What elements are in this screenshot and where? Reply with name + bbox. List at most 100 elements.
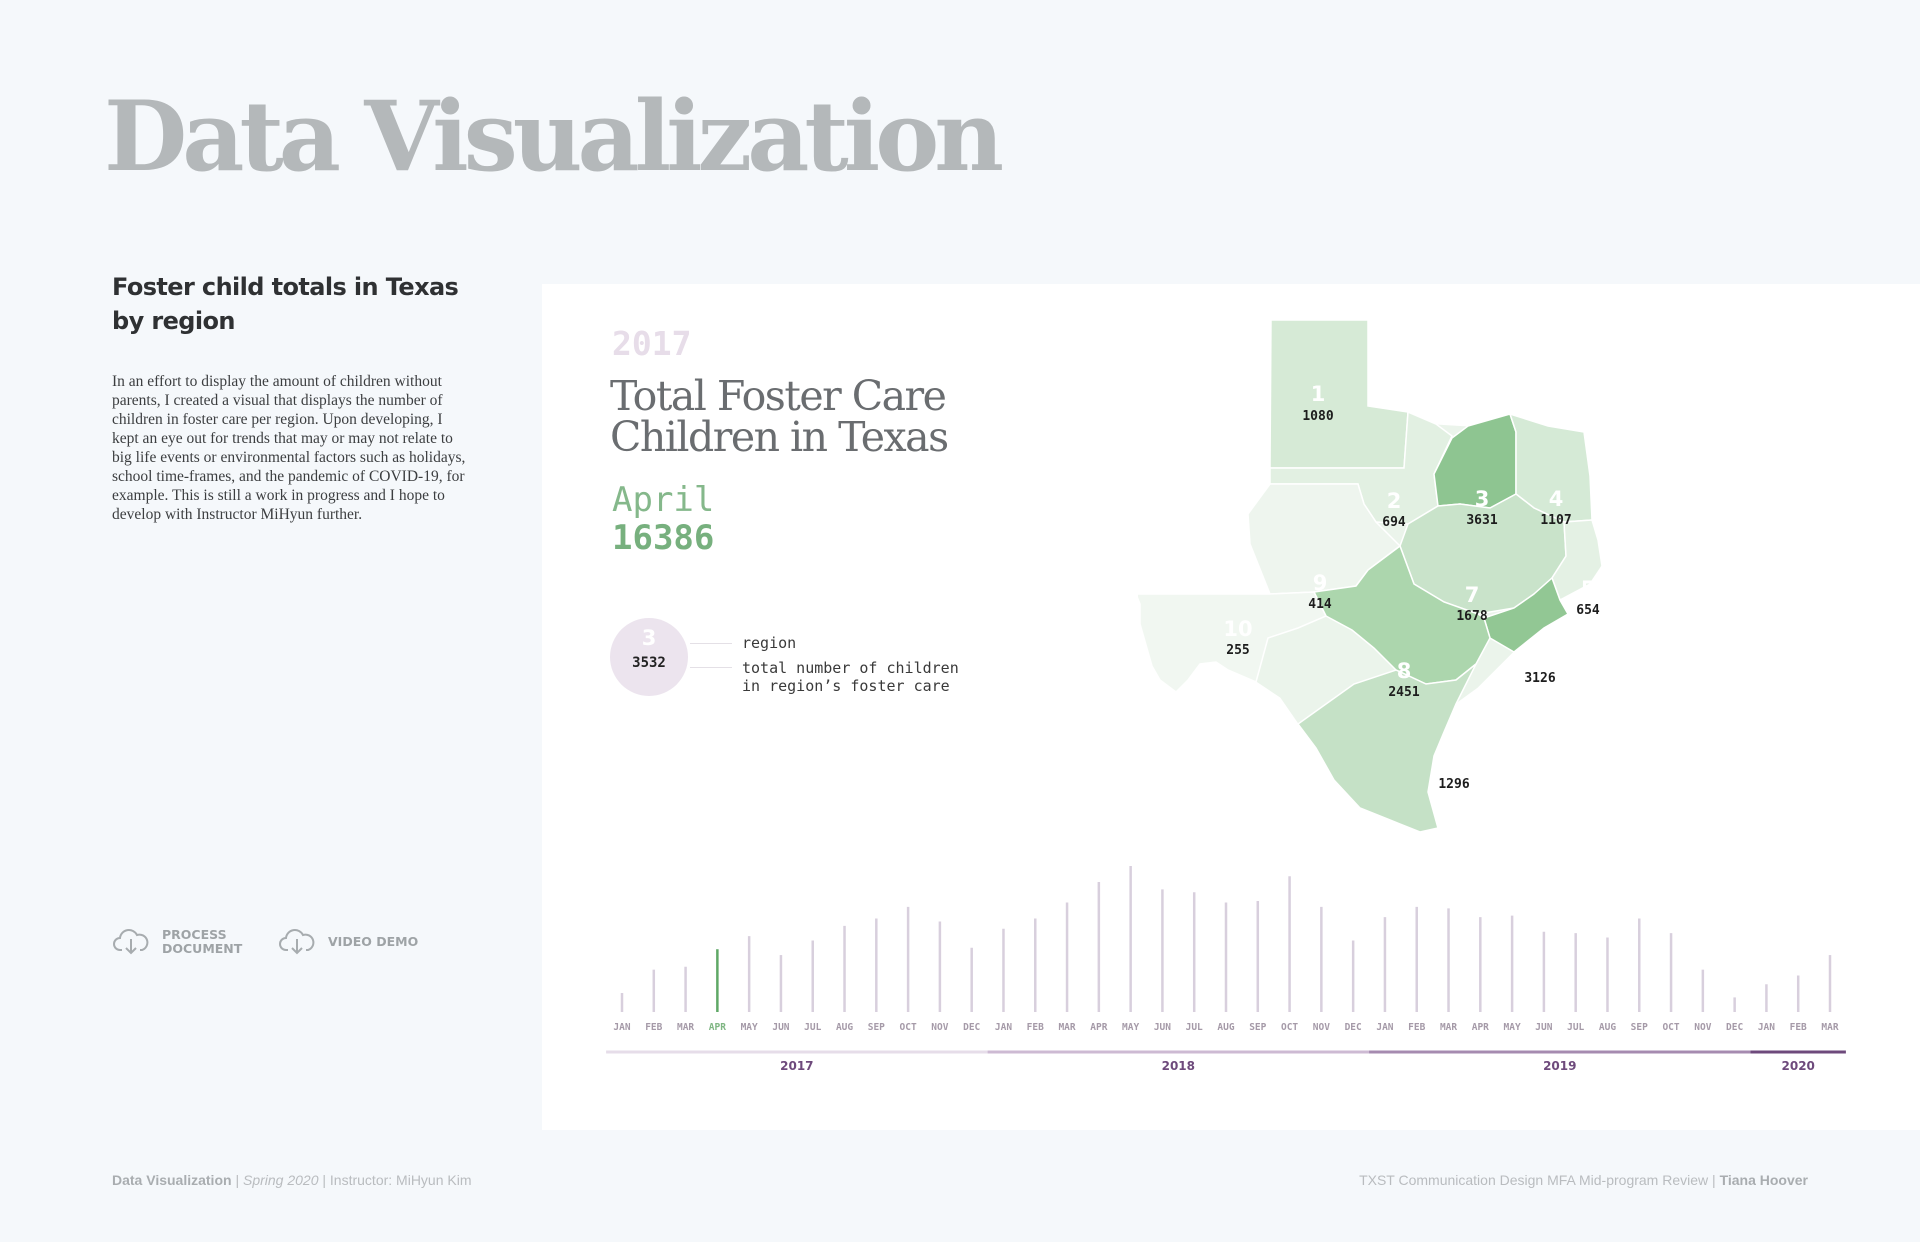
cloud-download-icon [113, 929, 149, 955]
region-4-number: 4 [1549, 487, 1564, 511]
region-8-total: 2451 [1388, 685, 1419, 700]
timeline-month-label[interactable]: JUN [1154, 1022, 1171, 1033]
timeline-year-label[interactable]: 2018 [1162, 1059, 1195, 1073]
selected-month: April [612, 480, 715, 520]
region-5-number: 5 [1581, 577, 1596, 601]
timeline-month-label[interactable]: MAR [1821, 1022, 1838, 1033]
region-1-number: 1 [1311, 382, 1326, 406]
timeline-month-label[interactable]: AUG [1599, 1022, 1616, 1033]
legend-total-label: total number of children in region’s fos… [742, 659, 959, 695]
timeline-month-label[interactable]: OCT [1662, 1022, 1679, 1033]
legend-sample-region: 3 [641, 626, 657, 650]
timeline-month-label[interactable]: JUN [772, 1022, 789, 1033]
timeline-month-label[interactable]: DEC [963, 1022, 980, 1033]
legend-region-label: region [742, 634, 797, 652]
footer-separator: | [1708, 1172, 1720, 1188]
legend-connector-total [690, 667, 732, 668]
region-9-number: 9 [1313, 571, 1328, 595]
timeline-month-label[interactable]: JUN [1535, 1022, 1552, 1033]
timeline-month-label[interactable]: SEP [868, 1022, 885, 1033]
timeline-month-label[interactable]: APR [1090, 1022, 1107, 1033]
selected-total: 16386 [612, 518, 715, 558]
visualization-card: 2017 Total Foster Care Children in Texas… [542, 284, 1920, 1130]
timeline-month-label[interactable]: SEP [1249, 1022, 1266, 1033]
region-10-number: 10 [1223, 617, 1252, 641]
timeline-month-label[interactable]: MAY [1122, 1022, 1139, 1033]
timeline-year-label[interactable]: 2019 [1543, 1059, 1576, 1073]
timeline-month-label[interactable]: MAY [741, 1022, 758, 1033]
timeline-month-label[interactable]: DEC [1345, 1022, 1362, 1033]
region-10-total: 255 [1226, 643, 1249, 658]
timeline-month-label[interactable]: NOV [931, 1022, 948, 1033]
timeline-year-label[interactable]: 2017 [780, 1059, 813, 1073]
process-label-line2: DOCUMENT [162, 941, 243, 956]
footer-program: TXST Communication Design MFA Mid-progra… [1359, 1172, 1709, 1188]
timeline-month-label[interactable]: OCT [900, 1022, 917, 1033]
monthly-timeline-chart: JAN FEB MAR APR MAY JUN JUL AUG SEP OCT NOV DEC JAN F… [606, 866, 1846, 1073]
timeline-month-label[interactable]: JUL [1567, 1022, 1584, 1033]
region-6-total: 3126 [1524, 671, 1555, 686]
footer-right: TXST Communication Design MFA Mid-progra… [1359, 1172, 1808, 1188]
timeline-month-label[interactable]: MAR [1058, 1022, 1075, 1033]
timeline-month-label[interactable]: FEB [1408, 1022, 1425, 1033]
timeline-month-label[interactable]: DEC [1726, 1022, 1743, 1033]
legend-total-label-line1: total number of children [742, 659, 959, 677]
timeline-year-label[interactable]: 2020 [1782, 1059, 1815, 1073]
timeline-month-label[interactable]: JAN [1376, 1022, 1393, 1033]
region-10-shape [1138, 591, 1328, 693]
timeline-month-label[interactable]: APR [709, 1022, 726, 1033]
process-document-link[interactable]: PROCESS DOCUMENT [112, 926, 242, 958]
timeline-month-label[interactable]: AUG [1217, 1022, 1234, 1033]
selected-year: 2017 [612, 324, 692, 363]
timeline-month-label[interactable]: SEP [1631, 1022, 1648, 1033]
timeline-month-label[interactable]: MAY [1504, 1022, 1521, 1033]
footer-author: Tiana Hoover [1719, 1172, 1808, 1188]
legend-sample-circle: 3 3532 [610, 618, 688, 696]
project-description: In an effort to display the amount of ch… [112, 373, 466, 523]
footer-instructor: | Instructor: MiHyun Kim [318, 1172, 472, 1188]
timeline-month-label[interactable]: MAR [677, 1022, 694, 1033]
video-demo-link[interactable]: VIDEO DEMO [278, 926, 418, 958]
region-6-number: 6 [1533, 645, 1548, 669]
region-5-shape [1551, 519, 1603, 602]
legend-sample-total: 3532 [632, 655, 666, 671]
page-title: Data Visualization [104, 80, 1004, 193]
timeline-month-label[interactable]: AUG [836, 1022, 853, 1033]
region-11-number: 11 [1439, 751, 1468, 775]
timeline-month-label[interactable]: FEB [645, 1022, 662, 1033]
region-11-shape [1296, 663, 1477, 833]
region-1-total: 1080 [1302, 409, 1333, 424]
timeline-month-label[interactable]: JAN [613, 1022, 630, 1033]
region-9-total: 414 [1308, 597, 1332, 612]
video-demo-label: VIDEO DEMO [328, 934, 419, 949]
region-3-number: 3 [1475, 487, 1490, 511]
footer-separator: | [231, 1172, 243, 1188]
visualization-title-line1: Total Foster Care [610, 372, 947, 420]
timeline-month-label[interactable]: APR [1472, 1022, 1489, 1033]
region-11-total: 1296 [1438, 777, 1469, 792]
legend-total-label-line2: in region’s foster care [742, 677, 950, 695]
footer-course: Data Visualization [112, 1172, 232, 1188]
visualization-title-line2: Children in Texas [610, 413, 949, 461]
visualization-title: Total Foster Care Children in Texas [610, 376, 1030, 458]
region-8-number: 8 [1397, 659, 1412, 683]
timeline-month-label[interactable]: MAR [1440, 1022, 1457, 1033]
timeline-month-label[interactable]: OCT [1281, 1022, 1298, 1033]
timeline-month-label[interactable]: JAN [995, 1022, 1012, 1033]
region-7-number: 7 [1465, 583, 1480, 607]
timeline-month-label[interactable]: FEB [1027, 1022, 1044, 1033]
timeline-month-label[interactable]: JUL [804, 1022, 821, 1033]
timeline-month-label[interactable]: JUL [1186, 1022, 1203, 1033]
footer-term: Spring 2020 [242, 1172, 319, 1188]
region-8-shape [1312, 544, 1491, 685]
footer-left: Data Visualization | Spring 2020 | Instr… [112, 1172, 472, 1188]
region-4-total: 1107 [1540, 513, 1571, 528]
region-5-total: 654 [1576, 603, 1600, 618]
region-1-shape [1269, 319, 1409, 469]
timeline-month-label[interactable]: JAN [1758, 1022, 1775, 1033]
timeline-month-label[interactable]: NOV [1694, 1022, 1711, 1033]
timeline-month-label[interactable]: NOV [1313, 1022, 1330, 1033]
cloud-download-icon [279, 929, 315, 955]
region-2-number: 2 [1387, 489, 1402, 513]
timeline-month-label[interactable]: FEB [1790, 1022, 1807, 1033]
